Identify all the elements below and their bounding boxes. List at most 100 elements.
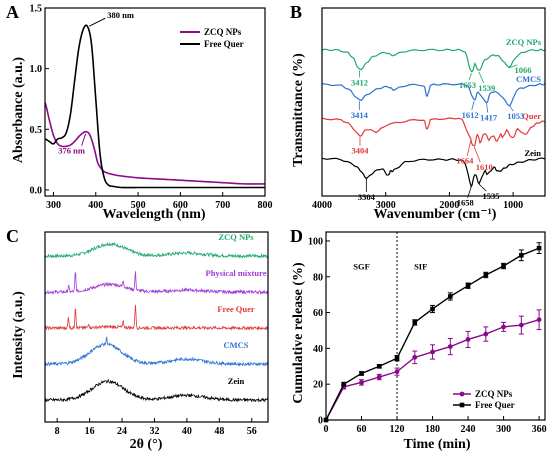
- panel-a-x-tick-label: 700: [215, 200, 230, 211]
- panel-b-annotation-label: 1658: [457, 198, 474, 208]
- panel-b-x-tick-label: 2000: [439, 200, 459, 211]
- panel-d-y-tick-label: 100: [308, 236, 323, 247]
- panel-d-x-tick-label: 240: [461, 424, 476, 435]
- panel-a-ylabel: Absorbance (a.u.): [11, 57, 26, 164]
- panel-a: A Absorbance (a.u.) Wavelength (nm): [6, 2, 206, 222]
- panel-d-phase-label-sgf: SGF: [353, 262, 370, 272]
- panel-b-x-tick-label: 3000: [376, 200, 396, 211]
- panel-d-ylabel: Cumulative release (%): [291, 262, 306, 404]
- panel-d-data-point: [412, 354, 418, 360]
- panel-d-data-point: [394, 369, 400, 375]
- panel-d-data-point: [341, 381, 347, 387]
- panel-c-letter: C: [6, 226, 19, 246]
- panel-d-y-tick-label: 80: [313, 272, 323, 283]
- panel-c-series-free-quer-line: [44, 304, 269, 332]
- panel-d-data-point: [536, 317, 542, 323]
- panel-c-plot-frame: [44, 231, 269, 423]
- panel-d-x-tick-label: 360: [532, 424, 547, 435]
- panel-c-x-tick-label: 32: [149, 426, 159, 437]
- panel-c-x-tick-label: 16: [85, 426, 95, 437]
- panel-d-xlabel: Time (min): [403, 437, 470, 452]
- panel-b-plot: ZCQ NPs CMCS Quer Zein 4000 3000 2000 1000 3412 1…: [312, 7, 546, 211]
- panel-a-y-tick-label: 1.5: [30, 4, 43, 15]
- panel-c-x-tick-label: 56: [247, 426, 257, 437]
- panel-a-annotation-376: 376 nm: [58, 146, 85, 156]
- panel-b-annotation-label: 3414: [351, 110, 369, 120]
- panel-b-annotation-label: 1610: [476, 162, 493, 172]
- panel-d-data-point: [359, 380, 364, 385]
- panel-c-series-physical-mixture-line: [44, 271, 269, 295]
- panel-a-y-tick-label: 0.0: [30, 185, 43, 196]
- panel-c-series-label: Free Quer: [217, 304, 255, 314]
- panel-a-letter: A: [6, 2, 19, 22]
- panel-a-legend-label: ZCQ NPs: [204, 27, 242, 37]
- panel-b-annotation-arrow: [486, 103, 489, 113]
- panel-a-plot-frame: [44, 7, 266, 197]
- panel-d-data-point: [518, 322, 524, 328]
- panel-d: D Cumulative release (%) Time (min): [290, 226, 471, 452]
- panel-d-data-point: [394, 355, 400, 361]
- panel-c-series-label: Physical mixture: [206, 268, 267, 278]
- panel-c-series-label: ZCQ NPs: [218, 232, 254, 242]
- panel-a-x-tick-label: 600: [173, 200, 188, 211]
- panel-a-x-tick-label: 300: [46, 200, 61, 211]
- panel-c-x-tick-label: 24: [117, 426, 127, 437]
- panel-d-legend-label: ZCQ NPs: [475, 389, 513, 399]
- panel-b-annotation-arrow: [508, 64, 518, 69]
- panel-b-annotation-label: 1653: [459, 80, 476, 90]
- panel-b-x-tick-label: 1000: [503, 200, 523, 211]
- panel-d-x-tick-label: 180: [425, 424, 440, 435]
- panel-d-y-tick-label: 40: [313, 344, 323, 355]
- panel-d-data-point: [376, 374, 382, 380]
- panel-b-series-label: ZCQ NPs: [506, 37, 542, 47]
- panel-d-data-point: [376, 363, 382, 369]
- panel-d-legend-label: Free Quer: [475, 400, 515, 410]
- panel-a-x-tick-label: 400: [88, 200, 103, 211]
- panel-d-data-point: [483, 331, 489, 337]
- panel-c-x-tick-label: 48: [214, 426, 224, 437]
- panel-b-series-zein-line: [321, 157, 546, 188]
- panel-d-y-tick-label: 0: [318, 416, 323, 427]
- panel-a-series-zcq-nps-line: [44, 102, 266, 185]
- panel-b-annotation-arrow: [468, 72, 472, 81]
- panel-b-annotation-label: 1066: [514, 65, 531, 75]
- panel-b-annotation-label: 1417: [480, 113, 498, 123]
- panel-d-data-point: [483, 272, 489, 278]
- panel-b-annotation-label: 1535: [483, 191, 500, 201]
- panel-c-series-zcq-nps-line: [44, 241, 269, 259]
- panel-d-data-point: [447, 344, 453, 349]
- panel-b-annotation-label: 3304: [358, 192, 376, 202]
- panel-a-y-tick-label: 0.5: [30, 125, 43, 136]
- panel-d-legend-marker: [459, 391, 465, 397]
- panel-a-annotation-arrow: [89, 17, 106, 27]
- panel-c-ylabel: Intensity (a.u.): [11, 291, 26, 379]
- panel-b-plot-frame: [321, 7, 546, 197]
- panel-b-annotation-label: 3412: [351, 78, 368, 88]
- panel-d-x-tick-label: 300: [496, 424, 511, 435]
- panel-b-series-zcq-nps-line: [321, 48, 546, 73]
- panel-c-series-label: CMCS: [223, 340, 248, 350]
- panel-c: C Intensity (a.u.) 2θ (°): [6, 226, 163, 452]
- panel-d-plot: SGF SIF 0 60 120 180 240 300 360 0 20 40 60 80 100 ZCQ …: [308, 231, 547, 435]
- panel-b-annotation-label: 1612: [462, 110, 479, 120]
- panel-a-series-free-quer-line: [44, 24, 265, 189]
- panel-c-x-tick-label: 8: [55, 426, 60, 437]
- panel-a-legend-label: Free Quer: [204, 39, 244, 49]
- panel-d-data-point: [501, 324, 506, 330]
- panel-d-y-tick-label: 60: [313, 308, 323, 319]
- panel-d-data-point: [412, 320, 418, 325]
- panel-d-data-point: [465, 337, 471, 342]
- panel-d-letter: D: [290, 226, 303, 246]
- panel-c-series-cmcs-line: [44, 336, 269, 367]
- panel-d-plot-frame: [325, 231, 546, 421]
- panel-a-plot: 300 400 500 600 700 800 0.0 0.5 1.0 1.5 380 nm 376 …: [30, 4, 273, 212]
- panel-a-x-tick-label: 800: [258, 200, 273, 211]
- panel-a-y-tick-label: 1.0: [30, 64, 43, 75]
- panel-b-letter: B: [290, 2, 302, 22]
- panel-b-series-cmcs-line: [321, 82, 546, 107]
- panel-b-annotation-arrow: [473, 146, 481, 163]
- panel-d-data-point: [430, 306, 435, 312]
- panel-d-data-point: [465, 283, 471, 289]
- panel-b-x-tick-label: 4000: [312, 200, 332, 211]
